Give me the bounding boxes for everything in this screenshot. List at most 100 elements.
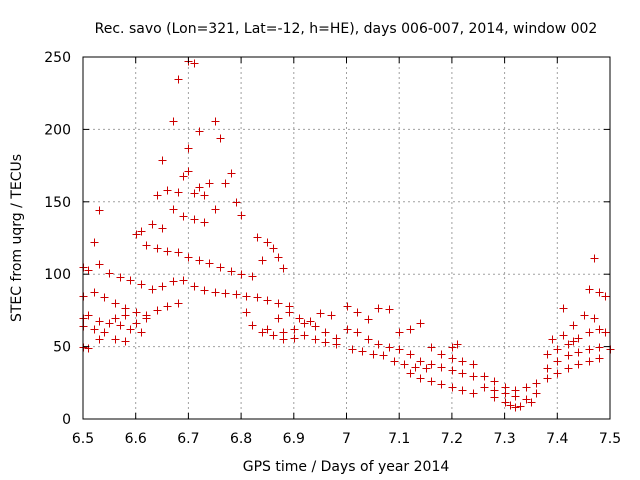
data-point (174, 299, 183, 308)
data-point (290, 325, 299, 334)
data-point (321, 338, 330, 347)
data-point (453, 340, 462, 349)
data-point (564, 351, 573, 360)
data-point (137, 227, 146, 236)
data-point (601, 292, 610, 301)
x-tick-labels: 6.5 6.6 6.7 6.8 6.9 7 7.1 7.2 7.3 7.4 7.5 (72, 431, 621, 447)
chart-title: Rec. savo (Lon=321, Lat=-12, h=HE), days… (95, 21, 598, 37)
data-point (437, 380, 446, 389)
data-point (321, 328, 330, 337)
data-point (137, 280, 146, 289)
data-point (469, 372, 478, 381)
data-point (221, 179, 230, 188)
data-point (169, 205, 178, 214)
y-axis-label: STEC from uqrg / TECUs (9, 154, 25, 322)
data-point (369, 350, 378, 359)
data-point (543, 374, 552, 383)
data-point (111, 335, 120, 344)
data-point (332, 340, 341, 349)
data-point (385, 305, 394, 314)
data-point (553, 345, 562, 354)
data-point (179, 276, 188, 285)
data-point (227, 169, 236, 178)
data-point (211, 205, 220, 214)
data-point (374, 340, 383, 349)
data-point (595, 343, 604, 352)
data-point (374, 304, 383, 313)
data-point (211, 288, 220, 297)
data-point (469, 389, 478, 398)
data-point (158, 156, 167, 165)
data-point (585, 285, 594, 294)
data-point (595, 354, 604, 363)
data-point (121, 337, 130, 346)
data-point (300, 319, 309, 328)
data-point (184, 253, 193, 262)
x-tick-label: 7 (342, 431, 351, 447)
data-point (364, 315, 373, 324)
data-point (195, 183, 204, 192)
data-point (490, 377, 499, 386)
data-point (395, 345, 404, 354)
y-tick-label: 100 (44, 267, 71, 283)
data-point (190, 59, 199, 68)
data-point (279, 328, 288, 337)
data-point (574, 348, 583, 357)
data-point (84, 344, 93, 353)
data-point (116, 321, 125, 330)
data-point (242, 308, 251, 317)
data-point (559, 331, 568, 340)
data-point (506, 401, 515, 410)
data-point (406, 369, 415, 378)
data-point (490, 393, 499, 402)
data-point (569, 337, 578, 346)
data-point (211, 117, 220, 126)
x-tick-label: 7.4 (546, 431, 568, 447)
data-point (190, 189, 199, 198)
data-point (163, 186, 172, 195)
data-point (416, 374, 425, 383)
data-point (237, 270, 246, 279)
data-point (258, 328, 267, 337)
y-tick-labels: 0 50 100 150 200 250 (44, 50, 71, 428)
data-point (216, 263, 225, 272)
data-point (311, 322, 320, 331)
data-point (279, 264, 288, 273)
data-point (163, 247, 172, 256)
data-point (90, 288, 99, 297)
data-point (153, 191, 162, 200)
data-point (574, 360, 583, 369)
data-point (142, 314, 151, 323)
data-point (179, 172, 188, 181)
data-point (148, 285, 157, 294)
data-point (111, 299, 120, 308)
tick-layer (82, 56, 611, 420)
data-point (448, 343, 457, 352)
data-point (569, 321, 578, 330)
data-point (348, 345, 357, 354)
data-point (353, 308, 362, 317)
data-point (205, 179, 214, 188)
x-tick-label: 6.5 (72, 431, 94, 447)
data-point (522, 383, 531, 392)
y-tick-label: 250 (44, 50, 71, 66)
data-point (227, 267, 236, 276)
data-point (490, 386, 499, 395)
data-point (169, 117, 178, 126)
data-point (121, 311, 130, 320)
data-point (395, 328, 404, 337)
x-tick-label: 7.1 (388, 431, 410, 447)
data-point (427, 377, 436, 386)
data-point (601, 328, 610, 337)
data-point (327, 311, 336, 320)
data-points (79, 57, 615, 412)
data-point (248, 272, 257, 281)
data-point (221, 289, 230, 298)
data-point (585, 328, 594, 337)
data-point (279, 335, 288, 344)
data-point (274, 314, 283, 323)
data-point (343, 325, 352, 334)
data-point (200, 218, 209, 227)
data-point (216, 134, 225, 143)
